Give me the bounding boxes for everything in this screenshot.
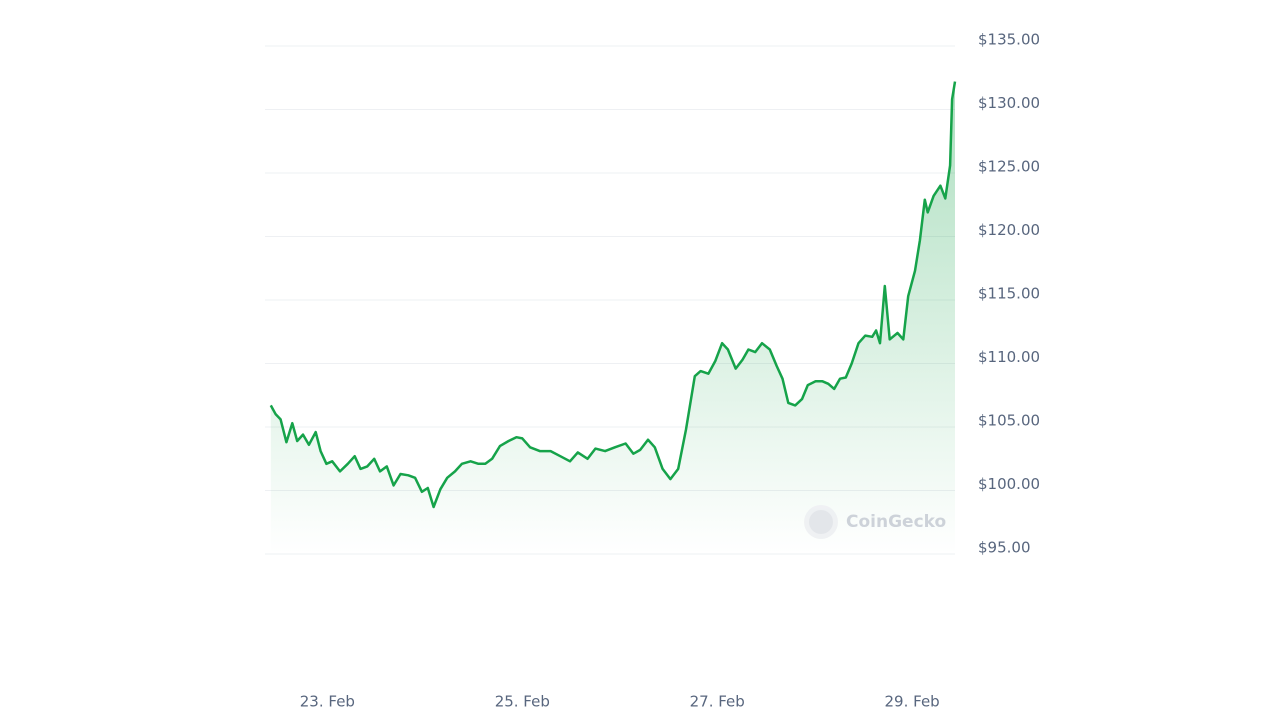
y-tick-label: $95.00 [978, 539, 1031, 557]
y-tick-label: $120.00 [978, 221, 1040, 239]
y-tick-label: $130.00 [978, 94, 1040, 112]
price-area [270, 81, 955, 554]
y-tick-label: $115.00 [978, 285, 1040, 303]
y-tick-label: $110.00 [978, 348, 1040, 366]
watermark: CoinGecko [804, 505, 946, 539]
x-tick-label: 25. Feb [495, 693, 550, 711]
price-line [269, 81, 957, 509]
y-tick-label: $100.00 [978, 475, 1040, 493]
y-tick-label: $135.00 [978, 31, 1040, 49]
x-tick-label: 27. Feb [690, 693, 745, 711]
y-tick-label: $125.00 [978, 158, 1040, 176]
watermark-logo-inner [809, 510, 833, 534]
y-tick-label: $105.00 [978, 412, 1040, 430]
watermark-text: CoinGecko [846, 512, 946, 532]
x-tick-label: 23. Feb [300, 693, 355, 711]
x-tick-label: 29. Feb [885, 693, 940, 711]
